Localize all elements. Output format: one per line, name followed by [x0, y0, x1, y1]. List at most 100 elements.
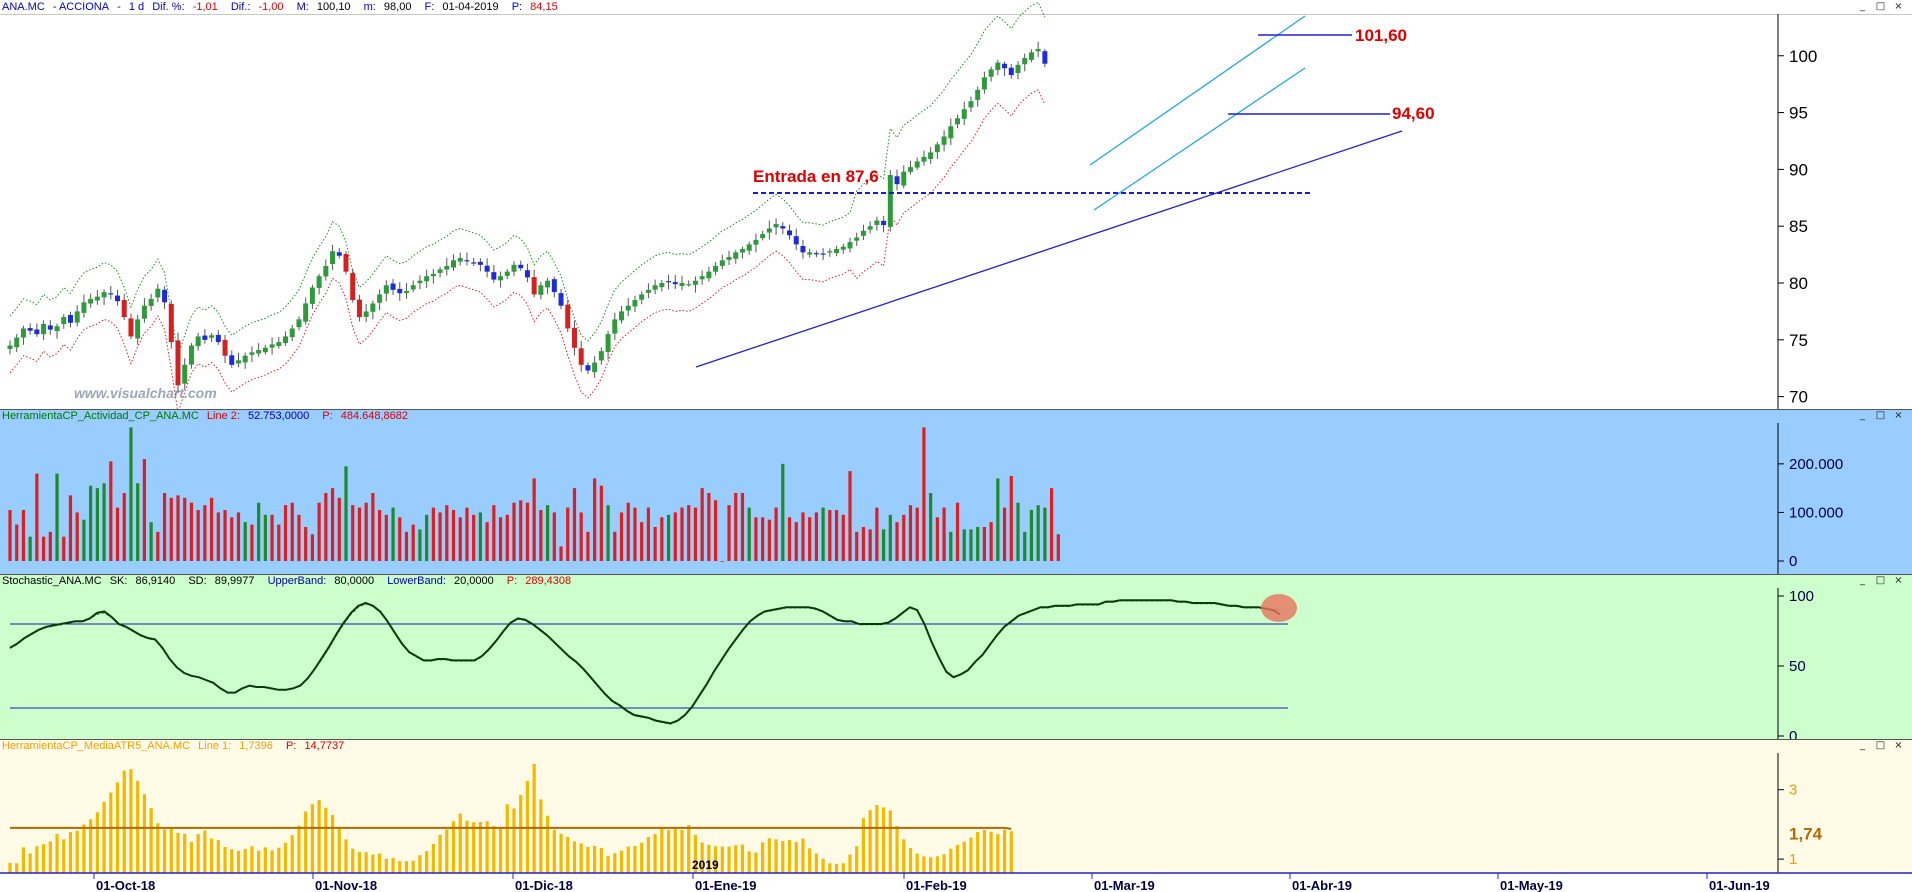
- price-pane[interactable]: ANA.MC - ACCIONA - 1 d Dif. %: -1,01 Dif…: [0, 0, 1912, 409]
- atr-bar: [102, 801, 106, 873]
- candle-body: [403, 290, 409, 294]
- volume-bar: [976, 527, 980, 561]
- candle-body: [1002, 63, 1008, 69]
- volume-bar: [384, 514, 388, 561]
- volume-bar: [21, 510, 26, 561]
- candle-body: [444, 265, 450, 270]
- volume-pane[interactable]: HerramientaCP_Actividad_CP_ANA.MC Line 2…: [0, 409, 1912, 574]
- atr-bar: [337, 827, 341, 873]
- candle-body: [524, 270, 530, 278]
- atr-average-line: [10, 826, 1012, 830]
- restore-button[interactable]: □: [1875, 1, 1886, 12]
- volume-bar: [794, 522, 798, 561]
- candle-body: [612, 319, 618, 334]
- minimize-button[interactable]: _: [1860, 1, 1865, 12]
- volume-bar: [908, 505, 913, 561]
- volume-chart[interactable]: 200.000 100.000 0: [0, 409, 1912, 574]
- atr-bar: [304, 811, 308, 873]
- minimize-button[interactable]: _: [1860, 410, 1865, 421]
- atr-bar: [653, 834, 657, 873]
- volume-bar: [75, 512, 79, 561]
- volume-bar: [666, 514, 671, 561]
- volume-bar: [498, 517, 503, 561]
- atr-bar: [384, 858, 388, 873]
- atr-bar: [976, 832, 980, 873]
- volume-bar: [1050, 488, 1054, 561]
- date-x-axis: 01-Oct-18 01-Nov-18 01-Dic-18 01-Ene-19 01-F…: [93, 873, 1770, 892]
- atr-bar: [982, 829, 986, 873]
- volume-bar: [720, 561, 724, 562]
- stochastic-pane[interactable]: Stochastic_ANA.MC SK: 86,9140 SD: 89,997…: [0, 574, 1912, 739]
- candle-body: [941, 136, 947, 145]
- atr-pane[interactable]: HerramientaCP_MediaATR5_ANA.MC Line 1: 1…: [0, 739, 1912, 892]
- atr-bar: [727, 846, 731, 873]
- candle-body: [141, 305, 147, 319]
- atr-bar: [250, 846, 254, 873]
- candle-body: [356, 299, 362, 318]
- minimize-button[interactable]: _: [1860, 575, 1865, 586]
- atr-line-label: Line 1:: [198, 740, 232, 752]
- support-trendline: [695, 130, 1403, 368]
- atr-chart[interactable]: 311,74 01-Oct-18 01-Nov-18 01-Dic-18 01-Ene…: [0, 739, 1912, 892]
- volume-p-label: P:: [322, 410, 333, 422]
- restore-button[interactable]: □: [1875, 740, 1886, 751]
- candle-body: [988, 69, 994, 77]
- candle-body: [914, 161, 920, 168]
- volume-bar: [700, 488, 704, 561]
- close-button[interactable]: ×: [1894, 575, 1903, 586]
- volume-bar: [680, 507, 684, 561]
- atr-bar: [68, 832, 73, 873]
- volume-bar: [599, 485, 603, 561]
- atr-bar: [599, 848, 603, 873]
- sd-line: [9, 600, 1280, 725]
- volume-bar: [109, 461, 113, 561]
- volume-bar: [189, 502, 194, 561]
- atr-bar: [324, 807, 328, 873]
- candle-body: [585, 365, 591, 371]
- candle-body: [538, 285, 544, 295]
- minimize-button[interactable]: _: [1860, 740, 1865, 751]
- volume-bar: [559, 546, 563, 561]
- candle-body: [323, 265, 329, 277]
- stochastic-title: Stochastic_ANA.MC: [2, 575, 102, 587]
- volume-bar: [404, 531, 409, 561]
- close-button[interactable]: ×: [1894, 410, 1903, 421]
- atr-bar: [532, 764, 536, 873]
- volume-bar: [196, 510, 200, 561]
- atr-bar: [680, 829, 684, 873]
- entry-annotation: Entrada en 87,6: [753, 167, 879, 186]
- x-tick-label: 01-Mar-19: [1094, 878, 1155, 892]
- volume-bar: [28, 536, 32, 561]
- close-button[interactable]: ×: [1894, 1, 1903, 12]
- candle-body: [739, 248, 745, 253]
- restore-button[interactable]: □: [1875, 410, 1886, 421]
- volume-bar: [955, 502, 960, 561]
- atr-bar: [129, 769, 133, 873]
- volume-bar: [290, 502, 294, 561]
- volume-bar: [351, 505, 355, 561]
- candle-body: [672, 282, 678, 285]
- volume-bar: [895, 522, 899, 561]
- atr-bar: [969, 837, 973, 873]
- candle-body: [410, 285, 416, 290]
- date-label: F:: [424, 1, 435, 13]
- volume-bar: [996, 478, 1000, 561]
- volume-bar: [55, 473, 59, 561]
- sd-label: SD:: [188, 575, 207, 587]
- volume-bar: [411, 524, 415, 561]
- volume-bar: [646, 507, 650, 561]
- volume-bar: [1009, 476, 1013, 561]
- atr-bar: [666, 829, 671, 873]
- atr-bar: [962, 841, 966, 873]
- y-tick-label: 80: [1789, 274, 1808, 293]
- volume-bar: [633, 507, 637, 561]
- close-button[interactable]: ×: [1894, 740, 1903, 751]
- price-chart[interactable]: www.visualchart.com Entrada en 87,6 101,…: [0, 0, 1912, 409]
- x-tick-label: 01-Oct-18: [96, 878, 155, 892]
- restore-button[interactable]: □: [1875, 575, 1886, 586]
- candle-body: [565, 304, 571, 329]
- stochastic-chart[interactable]: 100 50 0: [0, 574, 1912, 739]
- candle-body: [679, 283, 685, 287]
- stochastic-pane-header: Stochastic_ANA.MC SK: 86,9140 SD: 89,997…: [0, 574, 1912, 588]
- volume-bar: [304, 527, 308, 561]
